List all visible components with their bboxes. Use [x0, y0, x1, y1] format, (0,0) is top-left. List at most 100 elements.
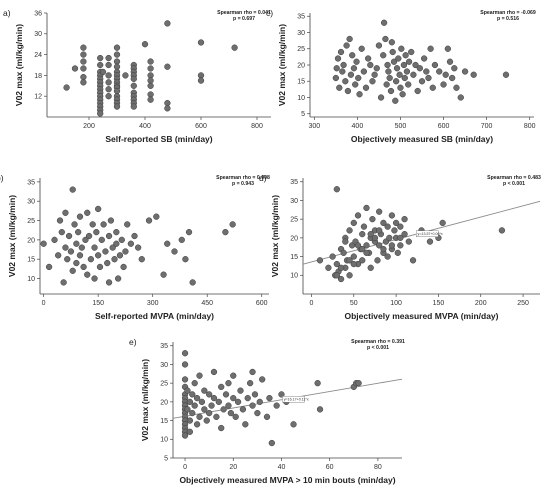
data-point: [251, 391, 259, 398]
spearman-rho-label: Spearman rho = 0.483: [487, 175, 541, 181]
data-point: [457, 94, 464, 101]
y-tick-label: 10: [297, 95, 305, 102]
data-point: [359, 245, 366, 253]
data-point: [193, 421, 201, 428]
y-tick-label: 30: [160, 362, 168, 369]
data-point: [339, 68, 346, 75]
y-tick-label: 5: [301, 111, 305, 118]
y-axis-title: V02 max (ml/kg/min): [270, 195, 280, 277]
data-point: [383, 81, 390, 88]
data-point: [109, 244, 116, 251]
data-point: [380, 19, 388, 26]
data-point: [75, 228, 82, 236]
data-point: [376, 242, 383, 249]
data-point: [337, 275, 345, 283]
data-point: [85, 232, 93, 240]
data-point: [429, 84, 436, 91]
data-point: [184, 406, 191, 413]
x-tick-label: 50: [350, 300, 358, 307]
data-point: [231, 44, 238, 51]
data-point: [376, 227, 383, 234]
data-point: [80, 58, 87, 65]
data-point: [80, 51, 87, 58]
data-point: [80, 263, 87, 271]
data-point: [393, 65, 401, 72]
data-point: [220, 406, 227, 413]
data-point: [145, 217, 153, 224]
data-point: [40, 240, 47, 247]
x-axis-title: Self-reported SB (min/day): [105, 134, 212, 144]
data-point: [401, 74, 408, 82]
data-point: [387, 87, 395, 95]
data-point: [65, 232, 73, 240]
data-point: [367, 264, 374, 271]
data-point: [405, 238, 412, 245]
x-tick-label: 250: [517, 300, 529, 307]
data-point: [346, 35, 353, 43]
data-point: [237, 387, 244, 394]
y-tick-label: 35: [27, 179, 35, 186]
data-point: [115, 275, 122, 282]
data-point: [334, 55, 342, 62]
data-point: [210, 394, 218, 402]
y-tick-label: 20: [290, 235, 298, 242]
data-point: [316, 406, 324, 413]
y-tick-label: 10: [27, 276, 35, 283]
data-point: [359, 257, 366, 264]
data-point: [244, 394, 251, 402]
data-point: [329, 253, 336, 260]
data-point: [363, 242, 370, 249]
data-point: [198, 398, 206, 406]
data-point: [340, 61, 347, 69]
y-tick-label: 35: [297, 14, 305, 21]
data-point: [314, 380, 321, 387]
data-point: [186, 428, 194, 435]
data-point: [273, 402, 280, 409]
data-point: [185, 228, 193, 236]
data-point: [259, 376, 266, 383]
x-tick-label: 300: [308, 123, 320, 130]
p-value-label: p = 0.697: [233, 16, 255, 22]
data-point: [393, 78, 400, 85]
data-point: [498, 227, 506, 234]
data-point: [412, 61, 419, 69]
data-point: [442, 71, 449, 78]
y-tick-label: 24: [34, 52, 42, 59]
x-axis-title: Self-reported MVPA (min/day): [95, 311, 214, 321]
p-value-label: p < 0.001: [503, 181, 525, 187]
y-tick-label: 35: [290, 179, 298, 186]
data-point: [203, 417, 210, 424]
data-point: [426, 238, 434, 245]
data-point: [69, 267, 76, 274]
data-point: [342, 238, 349, 245]
y-tick-label: 15: [290, 254, 298, 261]
data-point: [102, 248, 109, 255]
y-axis-title: V02 max (ml/kg/min): [7, 195, 17, 277]
data-point: [384, 61, 391, 69]
data-point: [105, 86, 112, 93]
data-point: [371, 234, 379, 242]
data-point: [230, 394, 237, 402]
data-point: [290, 421, 297, 428]
data-point: [105, 279, 113, 286]
x-tick-label: 200: [475, 300, 487, 307]
data-point: [369, 216, 376, 223]
data-point: [227, 409, 235, 417]
data-point: [89, 221, 96, 228]
data-point: [201, 406, 208, 413]
x-tick-label: 400: [352, 123, 364, 130]
data-point: [124, 221, 131, 228]
data-point: [337, 264, 345, 271]
data-point: [350, 219, 357, 227]
data-point: [95, 205, 102, 213]
y-axis-title: V02 max (ml/kg/min): [277, 24, 287, 106]
data-point: [367, 230, 374, 238]
data-point: [343, 42, 350, 49]
data-point: [69, 186, 76, 193]
data-point: [147, 65, 154, 72]
data-point: [397, 234, 404, 242]
data-point: [451, 65, 458, 72]
data-point: [113, 51, 121, 58]
data-point: [122, 72, 129, 79]
data-point: [397, 242, 404, 249]
